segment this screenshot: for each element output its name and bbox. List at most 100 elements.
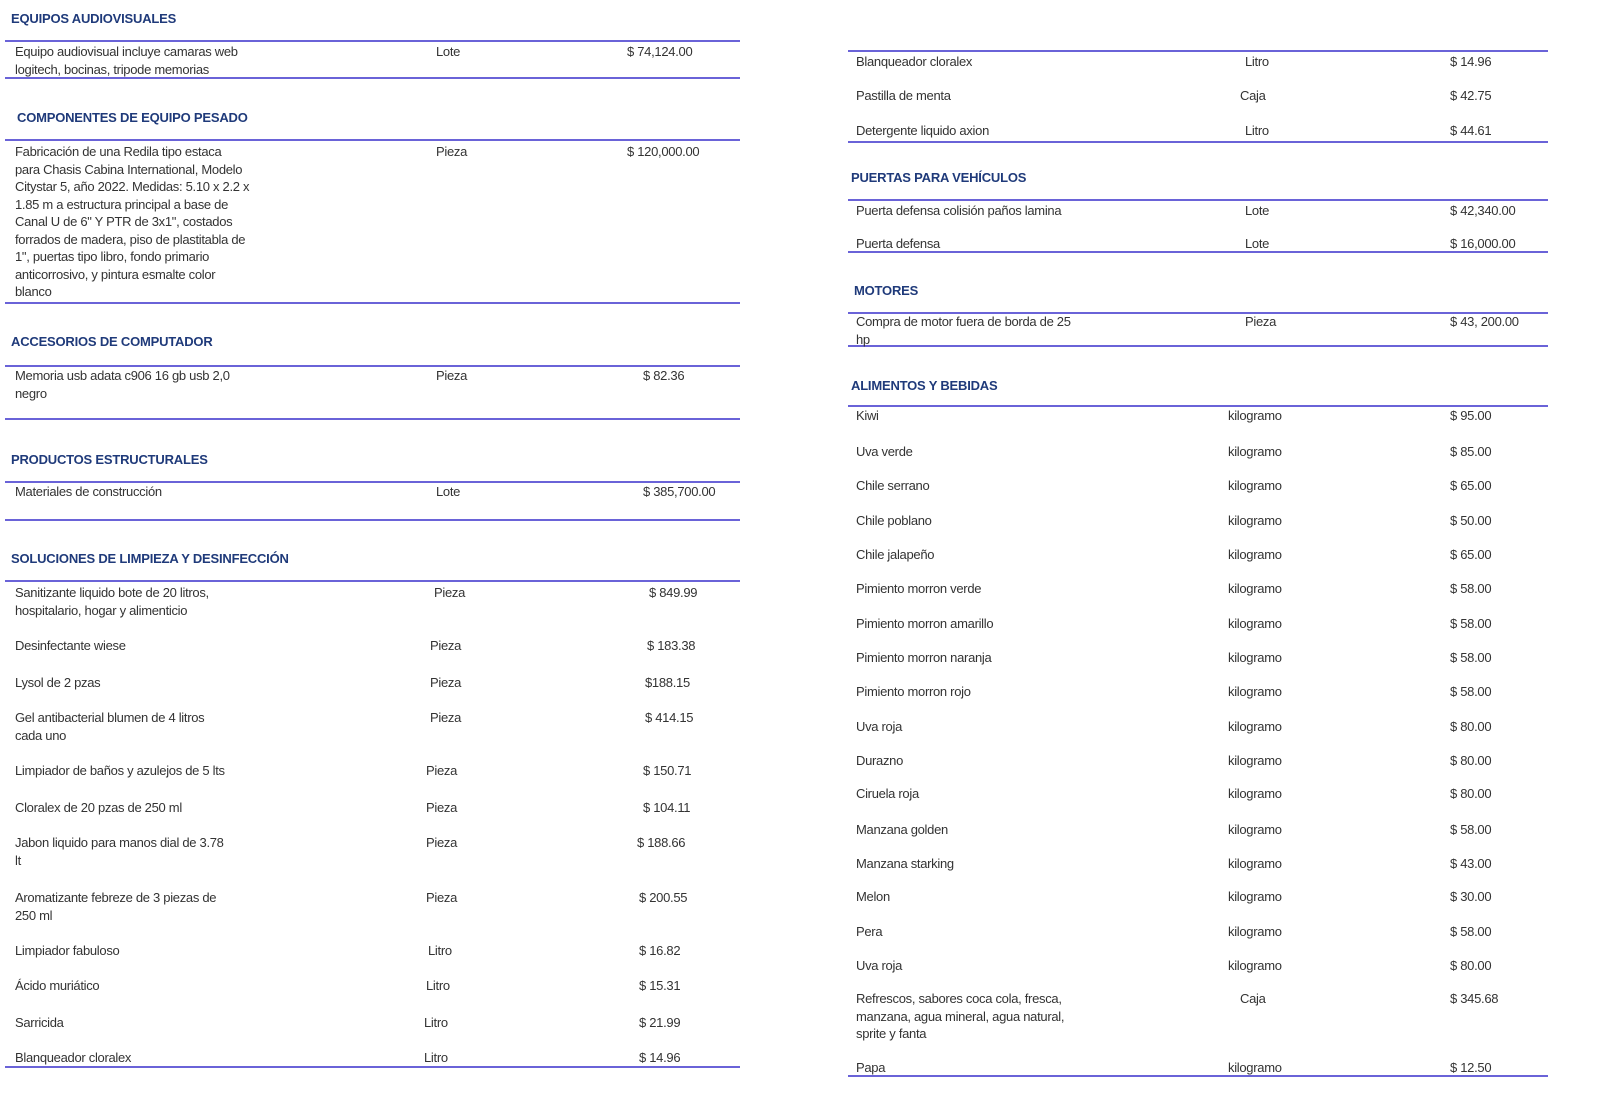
section-heading: ALIMENTOS Y BEBIDAS	[851, 378, 998, 393]
item-description: Compra de motor fuera de borda de 25 hp	[856, 314, 1071, 347]
item-description: Uva verde	[856, 444, 913, 459]
item-description: Blanqueador cloralex	[856, 54, 973, 69]
section-heading: PUERTAS PARA VEHÍCULOS	[851, 170, 1027, 185]
item-price: $ 15.31	[639, 978, 681, 993]
item-unit: kilogramo	[1228, 444, 1282, 459]
item-unit: Litro	[426, 978, 450, 993]
item-price: $ 80.00	[1450, 958, 1492, 973]
item-price: $ 43.00	[1450, 856, 1492, 871]
item-unit: kilogramo	[1228, 650, 1282, 665]
item-price: $ 58.00	[1450, 822, 1492, 837]
item-description: Durazno	[856, 753, 904, 768]
item-price: $ 95.00	[1450, 408, 1492, 423]
item-description: Chile serrano	[856, 478, 930, 493]
item-price: $ 58.00	[1450, 581, 1492, 596]
item-description: Pimiento morron amarillo	[856, 616, 994, 631]
item-unit: Lote	[436, 484, 461, 499]
item-price: $ 849.99	[649, 585, 698, 600]
item-unit: kilogramo	[1228, 958, 1282, 973]
item-unit: kilogramo	[1228, 719, 1282, 734]
item-unit: Pieza	[436, 144, 468, 159]
section-bottom-rule	[5, 519, 740, 521]
item-price: $ 80.00	[1450, 719, 1492, 734]
item-price: $ 30.00	[1450, 889, 1492, 904]
item-unit: kilogramo	[1228, 547, 1282, 562]
item-description: Puerta defensa colisión paños lamina	[856, 203, 1062, 218]
section-top-rule	[5, 580, 740, 582]
item-price: $ 14.96	[1450, 54, 1492, 69]
item-description: Ciruela roja	[856, 786, 919, 801]
item-price: $ 58.00	[1450, 924, 1492, 939]
item-price: $ 14.96	[639, 1050, 681, 1065]
item-price: $ 150.71	[643, 763, 692, 778]
item-price: $ 345.68	[1450, 991, 1499, 1006]
item-description: Uva roja	[856, 958, 903, 973]
section-heading: COMPONENTES DE EQUIPO PESADO	[17, 110, 248, 125]
item-price: $ 58.00	[1450, 684, 1492, 699]
item-description: Sarricida	[15, 1015, 64, 1030]
section-bottom-rule	[5, 302, 740, 304]
item-price: $ 82.36	[643, 368, 685, 383]
item-price: $ 58.00	[1450, 616, 1492, 631]
item-description: Fabricación de una Redila tipo estaca pa…	[15, 144, 250, 299]
item-unit: kilogramo	[1228, 786, 1282, 801]
item-price: $ 414.15	[645, 710, 694, 725]
item-description: Pimiento morron rojo	[856, 684, 971, 699]
item-price: $ 80.00	[1450, 786, 1492, 801]
item-price: $ 44.61	[1450, 123, 1492, 138]
item-unit: kilogramo	[1228, 478, 1282, 493]
item-unit: Pieza	[426, 835, 458, 850]
item-description: Detergente liquido axion	[856, 123, 990, 138]
item-price: $ 200.55	[639, 890, 688, 905]
section-bottom-rule	[848, 251, 1548, 253]
item-description: Puerta defensa	[856, 236, 940, 251]
item-price: $ 74,124.00	[627, 44, 693, 59]
item-price: $ 42.75	[1450, 88, 1492, 103]
item-unit: Litro	[1245, 123, 1269, 138]
item-price: $ 16.82	[639, 943, 681, 958]
section-bottom-rule	[5, 77, 740, 79]
item-unit: Pieza	[430, 710, 462, 725]
item-unit: kilogramo	[1228, 856, 1282, 871]
item-unit: kilogramo	[1228, 924, 1282, 939]
section-top-rule	[848, 199, 1548, 201]
item-description: Aromatizante febreze de 3 piezas de 250 …	[15, 890, 217, 923]
item-description: Pimiento morron naranja	[856, 650, 992, 665]
item-unit: kilogramo	[1228, 581, 1282, 596]
item-price: $ 42,340.00	[1450, 203, 1516, 218]
item-unit: Litro	[424, 1050, 448, 1065]
item-unit: Pieza	[426, 890, 458, 905]
section-heading: SOLUCIONES DE LIMPIEZA Y DESINFECCIÓN	[11, 551, 289, 566]
item-unit: Lote	[1245, 236, 1270, 251]
section-heading: EQUIPOS AUDIOVISUALES	[11, 11, 177, 26]
section-top-rule	[848, 405, 1548, 407]
section-bottom-rule	[5, 418, 740, 420]
item-unit: Lote	[436, 44, 461, 59]
item-description: Chile poblano	[856, 513, 932, 528]
item-price: $ 21.99	[639, 1015, 681, 1030]
item-unit: kilogramo	[1228, 889, 1282, 904]
section-heading: ACCESORIOS DE COMPUTADOR	[11, 334, 213, 349]
item-description: Uva roja	[856, 719, 903, 734]
item-unit: kilogramo	[1228, 408, 1282, 423]
item-description: Memoria usb adata c906 16 gb usb 2,0 neg…	[15, 368, 230, 401]
item-unit: kilogramo	[1228, 822, 1282, 837]
item-price: $ 104.11	[643, 800, 691, 815]
item-unit: Litro	[428, 943, 452, 958]
item-description: Melon	[856, 889, 890, 904]
section-bottom-rule	[848, 141, 1548, 143]
item-description: Blanqueador cloralex	[15, 1050, 132, 1065]
section-heading: MOTORES	[854, 283, 919, 298]
item-price: $ 188.66	[637, 835, 686, 850]
item-unit: Pieza	[430, 675, 462, 690]
item-description: Sanitizante liquido bote de 20 litros, h…	[15, 585, 209, 618]
item-description: Chile jalapeño	[856, 547, 935, 562]
item-description: Equipo audiovisual incluye camaras web l…	[15, 44, 238, 77]
item-unit: Caja	[1240, 88, 1266, 103]
item-unit: Lote	[1245, 203, 1270, 218]
item-price: $ 80.00	[1450, 753, 1492, 768]
item-description: Cloralex de 20 pzas de 250 ml	[15, 800, 182, 815]
item-description: Desinfectante wiese	[15, 638, 126, 653]
item-description: Pastilla de menta	[856, 88, 951, 103]
item-unit: Pieza	[426, 763, 458, 778]
